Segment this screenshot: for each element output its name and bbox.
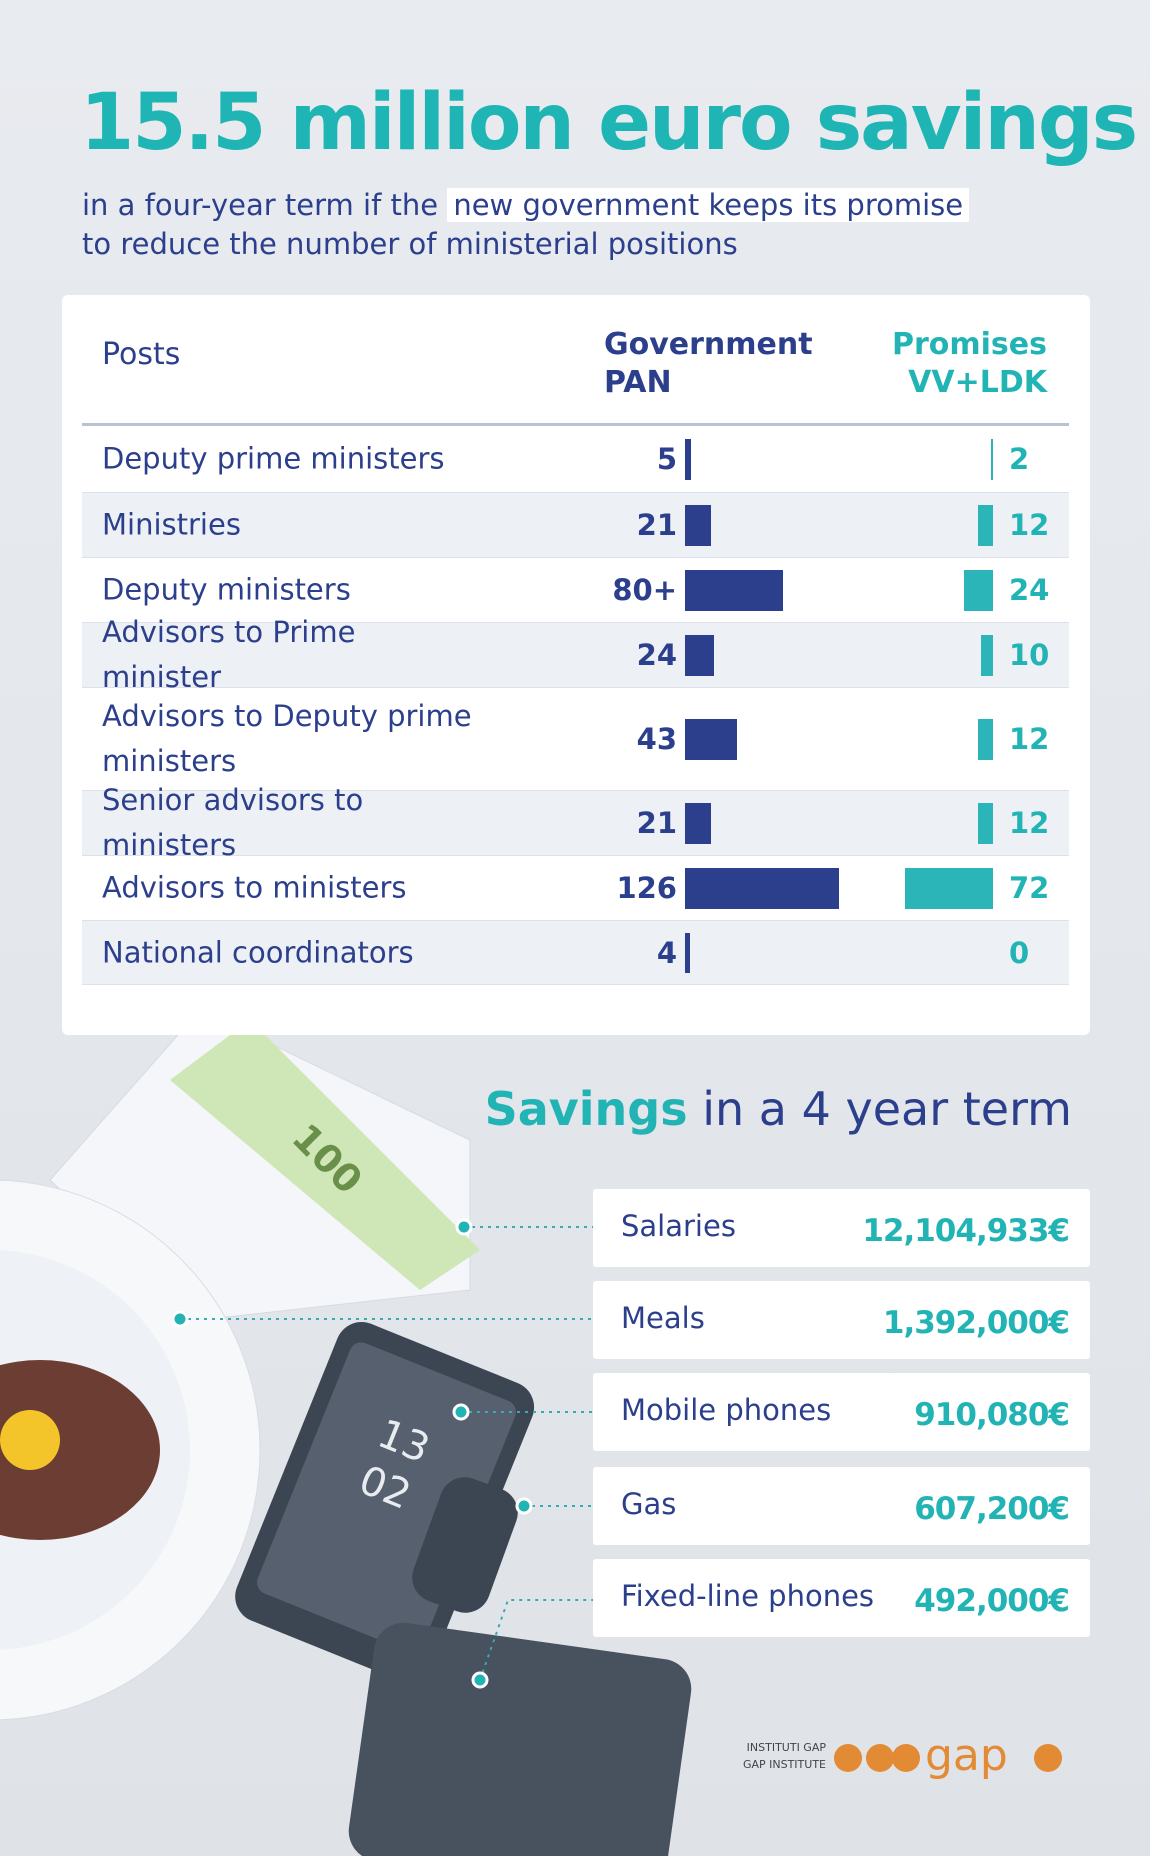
car-key [412,1477,518,1613]
table-row: Advisors to Deputy prime ministers 43 12 [82,688,1069,791]
logo-line2: GAP INSTITUTE [743,1758,826,1771]
table-row: Deputy prime ministers 5 2 [82,426,1069,493]
promise-value: 72 [1009,871,1050,905]
dot [471,1671,489,1689]
dot [171,1310,189,1328]
government-bar [685,868,839,909]
lemon [0,1410,60,1470]
subtitle: in a four-year term if the new governmen… [82,186,970,264]
post-label: Ministries [102,507,241,542]
dot [455,1218,473,1236]
savings-title-bold: Savings [484,1082,688,1136]
savings-value: 607,200€ [914,1491,1070,1527]
logo-line1: INSTITUTI GAP [747,1741,827,1754]
promise-value: 12 [1009,806,1050,840]
savings-label: Salaries [621,1209,736,1243]
phone-screen [257,1342,516,1653]
subtitle-text: to reduce the number of ministerial posi… [82,227,738,261]
savings-item: Salaries 12,104,933€ [593,1189,1090,1267]
promise-value: 0 [1009,935,1030,970]
government-bar [685,635,715,676]
government-value: 43 [636,722,677,756]
connector-dots [171,1218,533,1689]
promise-value: 12 [1009,722,1050,756]
logo-dot [1034,1744,1062,1772]
promise-value: 24 [1009,573,1050,607]
table-row: Ministries 21 12 [82,493,1069,558]
government-bar [685,505,711,546]
logo-dots [834,1744,1062,1772]
savings-value: 910,080€ [914,1397,1070,1433]
government-value: 80+ [612,573,677,607]
table-row: Deputy ministers 80+ 24 [82,558,1069,623]
government-value: 4 [656,935,677,970]
savings-item: Mobile phones 910,080€ [593,1373,1090,1451]
dot [452,1403,470,1421]
connectors [180,1226,593,1681]
government-value: 126 [616,871,677,905]
savings-value: 1,392,000€ [882,1305,1070,1341]
column-header: Government PAN [604,327,813,400]
government-value: 21 [636,806,677,840]
promise-bar [905,868,993,909]
post-label: Deputy prime ministers [102,441,445,476]
savings-item: Fixed-line phones 492,000€ [593,1559,1090,1637]
logo-name: gap [925,1730,1008,1781]
promise-value: 12 [1009,508,1050,542]
government-value: 21 [636,508,677,542]
title: 15.5 million euro savings [80,78,1138,168]
promise-value: 2 [1009,442,1030,476]
post-label: Deputy ministers [102,572,351,607]
promise-bar [990,439,993,480]
government-value: 5 [656,442,677,476]
column-header: Promises VV+LDK [892,327,1047,400]
subtitle-highlight: new government keeps its promise [447,188,970,222]
promise-bar [978,505,993,546]
savings-item: Meals 1,392,000€ [593,1281,1090,1359]
savings-value: 12,104,933€ [862,1213,1070,1249]
post-label: Advisors to ministers [102,870,407,905]
table-row: Advisors to Prime minister 24 10 [82,615,1069,694]
column-header: Posts [102,337,181,372]
header-rule [82,423,1069,426]
logo-dot [834,1744,862,1772]
banknote [170,1020,480,1290]
table-row: Advisors to ministers 126 72 [82,856,1069,921]
promise-bar [963,570,993,611]
desk-phone [348,1622,692,1856]
post-label: Advisors to Deputy prime ministers [102,699,472,778]
post-label: National coordinators [102,935,414,969]
savings-title-rest: in a 4 year term [702,1082,1072,1136]
promise-value: 10 [1009,638,1050,672]
subtitle-text: in a four-year term if the [82,188,439,222]
promise-bar [978,803,993,844]
savings-item: Gas 607,200€ [593,1467,1090,1545]
government-value: 24 [636,638,677,672]
government-bar [685,439,692,480]
government-bar [685,933,690,973]
steak [0,1360,160,1540]
savings-title: Savings in a 4 year term [485,1082,1072,1136]
post-label: Senior advisors to ministers [102,783,364,862]
logo-dot [892,1744,920,1772]
government-bar [685,570,783,611]
promise-bar [978,719,993,760]
savings-value: 492,000€ [914,1583,1070,1619]
government-bar [685,803,711,844]
savings-label: Gas [621,1487,677,1521]
logo-dot [866,1744,894,1772]
promise-bar [980,635,993,676]
savings-label: Fixed-line phones [621,1579,875,1613]
savings-label: Meals [621,1301,705,1335]
dot [515,1497,533,1515]
table-row: National coordinators 4 0 [82,921,1069,985]
savings-label: Mobile phones [621,1393,832,1427]
government-bar [685,719,738,760]
post-label: Advisors to Prime minister [102,615,356,694]
table-row: Senior advisors to ministers 21 12 [82,783,1069,862]
